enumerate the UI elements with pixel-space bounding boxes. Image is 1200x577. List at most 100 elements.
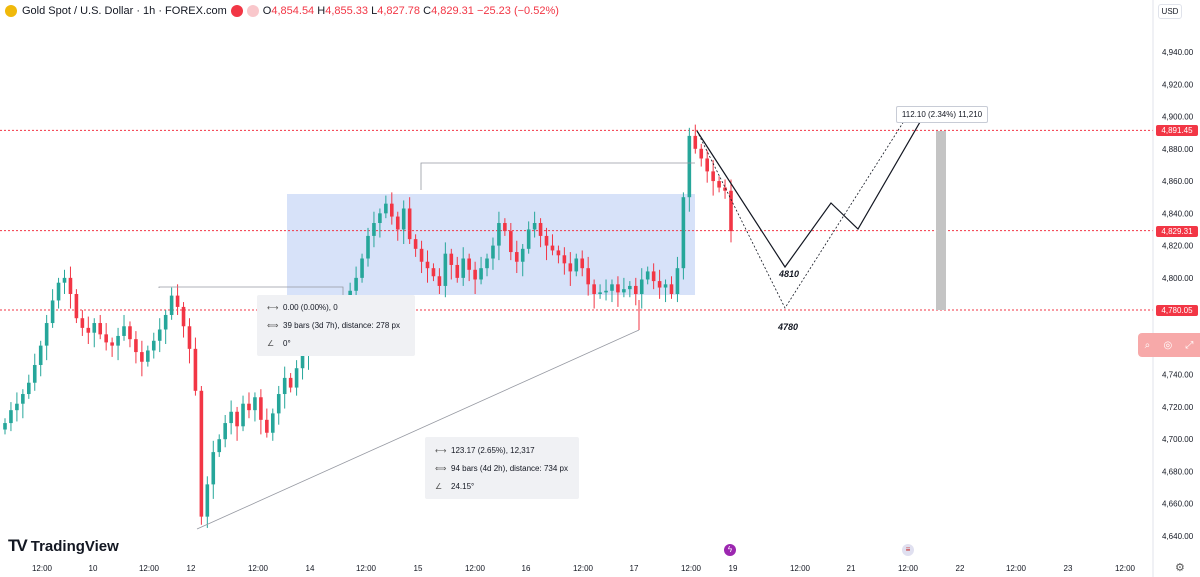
candle-body xyxy=(294,368,299,388)
x-tick-label: 12:00 xyxy=(898,564,919,573)
candle-body xyxy=(68,277,73,294)
candle-body xyxy=(503,223,507,232)
tradingview-mark-icon: TV xyxy=(8,536,28,555)
candle-body xyxy=(538,223,543,236)
x-tick-label: 22 xyxy=(956,564,965,573)
candle-body xyxy=(586,268,590,285)
candle-body xyxy=(98,323,103,335)
candle-body xyxy=(497,223,501,246)
candle-body xyxy=(681,197,686,269)
candle-body xyxy=(723,187,727,191)
wave-icon xyxy=(246,5,259,17)
candle-body xyxy=(146,350,150,362)
measure-callout[interactable]: 112.10 (2.34%) 11,210 xyxy=(896,106,988,123)
candle-body xyxy=(598,292,602,294)
y-tick-label: 4,740.00 xyxy=(1162,371,1194,380)
candle-body xyxy=(169,295,174,315)
candle-body xyxy=(44,323,49,346)
candle-body xyxy=(253,397,257,411)
candle-body xyxy=(384,203,388,214)
candle-body xyxy=(86,327,91,333)
candles xyxy=(3,124,733,528)
candle-body xyxy=(604,290,608,293)
y-tick-label: 4,820.00 xyxy=(1162,242,1194,251)
camera-icon[interactable]: ◎ xyxy=(1163,339,1173,351)
measure-info-small[interactable]: ⟷ 0.00 (0.00%), 0 ⟺ 39 bars (3d 7h), dista… xyxy=(257,295,415,356)
x-tick-label: 12 xyxy=(187,564,196,573)
candle-body xyxy=(259,397,263,420)
x-tick-label: 19 xyxy=(729,564,738,573)
change-value: −25.23 (−0.52%) xyxy=(476,5,559,17)
candle-body xyxy=(645,271,650,280)
candle-body xyxy=(205,484,210,517)
price-range-icon: ⟷ xyxy=(267,303,279,312)
candle-body xyxy=(21,394,25,404)
measure-line-top xyxy=(420,162,695,190)
y-tick-label: 4,880.00 xyxy=(1162,145,1194,154)
measure-info-large[interactable]: ⟷ 123.17 (2.65%), 12,317 ⟺ 94 bars (4d 2h)… xyxy=(425,437,579,499)
candle-body xyxy=(675,268,680,294)
candle-body xyxy=(372,223,376,236)
symbol-title[interactable]: Gold Spot / U.S. Dollar · 1h · FOREX.com xyxy=(22,5,227,17)
bars-range-icon: ⟺ xyxy=(435,464,447,473)
y-tick-label: 4,840.00 xyxy=(1162,209,1194,218)
candle-body xyxy=(247,403,251,411)
lightning-icon[interactable]: ϟ xyxy=(724,544,736,556)
consolidation-zone xyxy=(287,194,695,295)
candle-body xyxy=(193,348,198,391)
candle-body xyxy=(390,203,394,217)
x-tick-label: 15 xyxy=(414,564,423,573)
candle-body xyxy=(568,263,573,272)
projection-path-4780 xyxy=(696,106,914,309)
search-icon[interactable]: ⌕ xyxy=(1144,339,1151,351)
candle-body xyxy=(431,268,436,277)
candle-body xyxy=(693,135,698,149)
candle-body xyxy=(413,239,418,249)
candle-body xyxy=(443,253,448,286)
symbol-header[interactable]: Gold Spot / U.S. Dollar · 1h · FOREX.com… xyxy=(0,0,559,22)
candle-body xyxy=(651,271,656,282)
candle-body xyxy=(669,284,674,294)
candle-body xyxy=(270,413,275,433)
gear-icon[interactable]: ⚙ xyxy=(1175,562,1185,574)
candle-body xyxy=(181,306,186,327)
annotation-4780: 4780 xyxy=(777,322,798,332)
candle-body xyxy=(401,208,406,230)
candle-body xyxy=(56,282,61,301)
fullscreen-icon[interactable]: ⤢ xyxy=(1185,339,1194,351)
market-status-icon xyxy=(230,5,243,17)
candle-body xyxy=(622,289,626,293)
trend-measure-line xyxy=(196,329,640,530)
candle-body xyxy=(80,318,85,328)
candle-body xyxy=(282,377,287,395)
y-tick-label: 4,700.00 xyxy=(1162,435,1194,444)
candle-body xyxy=(616,284,620,293)
price-label-bottom: 4,780.05 xyxy=(1156,305,1198,316)
y-tick-label: 4,940.00 xyxy=(1162,48,1194,57)
candle-body xyxy=(354,277,358,291)
currency-selector[interactable]: USD xyxy=(1158,4,1182,19)
price-level-lines xyxy=(0,129,1153,311)
x-tick-label: 12:00 xyxy=(681,564,702,573)
candle-body xyxy=(211,452,216,485)
candle-body xyxy=(437,276,442,286)
price-axis[interactable]: 4,940.00 4,920.00 4,900.00 4,880.00 4,860.00… xyxy=(1152,0,1194,577)
time-axis[interactable]: 12:00 10 12:00 12 12:00 14 12:00 15 12:00 16 12:00… xyxy=(32,564,1136,573)
candle-body xyxy=(449,253,454,265)
candle-body xyxy=(717,181,721,188)
candle-body xyxy=(473,269,477,280)
x-tick-label: 12:00 xyxy=(1115,564,1136,573)
y-tick-label: 4,800.00 xyxy=(1162,274,1194,283)
bars-range-icon: ⟺ xyxy=(267,321,279,330)
chart-actions-pill[interactable]: ⌕ ◎ ⤢ xyxy=(1138,333,1200,357)
candle-body xyxy=(157,329,162,341)
candle-body xyxy=(657,281,662,288)
candle-body xyxy=(217,439,222,453)
candle-body xyxy=(38,345,43,365)
x-tick-label: 12:00 xyxy=(1006,564,1027,573)
x-tick-label: 12:00 xyxy=(356,564,377,573)
candle-body xyxy=(514,252,519,262)
x-tick-label: 14 xyxy=(306,564,315,573)
us-flag-icon[interactable]: ≡ xyxy=(902,544,914,556)
